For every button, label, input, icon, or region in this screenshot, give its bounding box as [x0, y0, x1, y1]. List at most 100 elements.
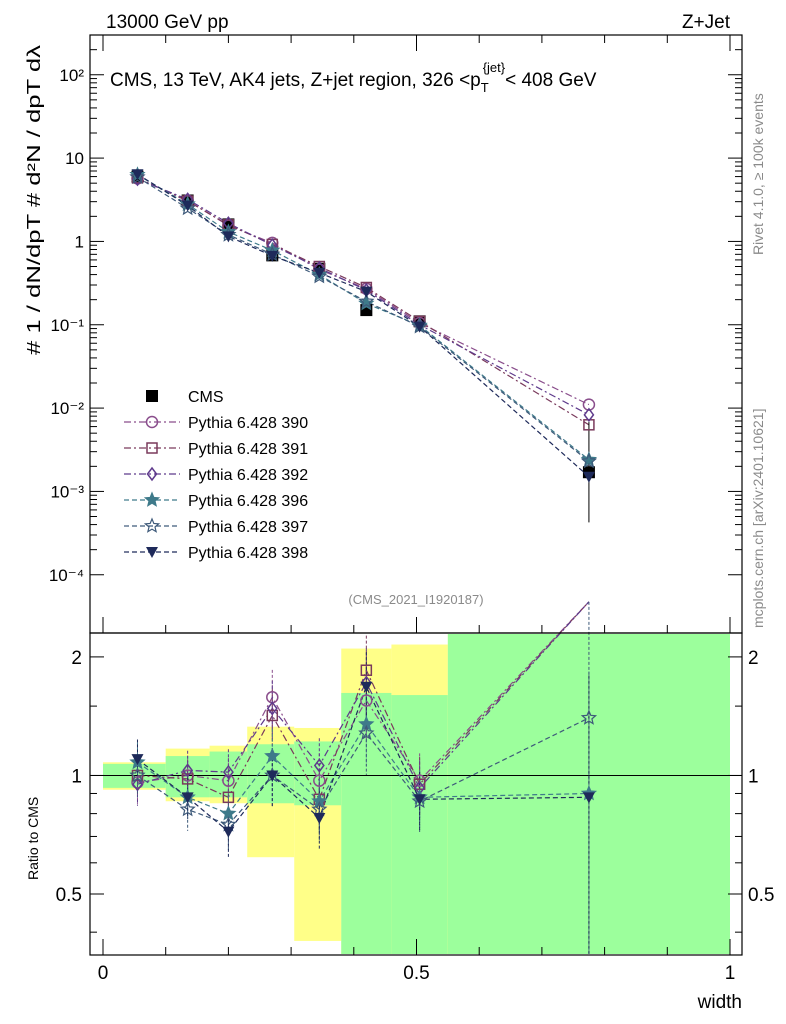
ratio-marker-2-2 — [222, 791, 235, 804]
title-sup: {jet — [483, 60, 501, 75]
main-marker-6-7 — [582, 471, 595, 483]
legend-label-3: Pythia 6.428 392 — [188, 467, 308, 484]
ratio-marker-2-3 — [266, 709, 279, 722]
legend-label-2: Pythia 6.428 391 — [188, 441, 308, 458]
legend-entry-4: Pythia 6.428 396 — [124, 491, 308, 510]
mcplots-label: mcplots.cern.ch [arXiv:2401.10621] — [750, 409, 766, 628]
legend-entry-5: Pythia 6.428 397 — [124, 517, 308, 536]
header-right: Z+Jet — [682, 12, 731, 33]
ratio-line-6 — [137, 685, 589, 833]
ratio-marker-2-5 — [360, 664, 373, 676]
main-marker-1-7 — [582, 398, 596, 411]
main-ytick-label-1: 10 — [65, 149, 84, 168]
ratio-ytick-label-2: 2 — [71, 648, 82, 669]
ratio-marker-3-4 — [313, 758, 325, 773]
ratio-ytick-label-0: 0.5 — [56, 885, 82, 906]
analysis-id: (CMS_2021_I1920187) — [348, 592, 483, 607]
ratio-ytick-label-right-2: 2 — [748, 648, 759, 669]
ratio-marker-3-0 — [132, 776, 143, 792]
ratio-marker-5-4 — [311, 800, 328, 817]
ratio-line-3 — [137, 601, 590, 789]
main-frame — [89, 34, 743, 634]
ratio-line-4 — [137, 723, 589, 815]
ratio-marker-3-2 — [222, 764, 234, 780]
legend-entry-6: Pythia 6.428 398 — [124, 545, 308, 562]
main-ytick-label--3: 10⁻³ — [50, 482, 84, 501]
main-line-5 — [137, 176, 590, 462]
main-ytick-label--4: 10⁻⁴ — [49, 566, 84, 585]
main-y-axis-label: # 1 / dN/dpT # d²N / dpT dλ — [24, 45, 44, 355]
main-line-4 — [137, 174, 590, 461]
main-line-3 — [137, 178, 590, 416]
legend-marker-0 — [146, 390, 158, 402]
ratio-marker-4-4 — [311, 792, 328, 809]
series-markers — [129, 166, 598, 838]
legend-entry-1: Pythia 6.428 390 — [124, 415, 308, 432]
legend-label-4: Pythia 6.428 396 — [188, 493, 308, 510]
main-marker-6-3 — [266, 250, 279, 262]
xtick-label-0: 0 — [98, 963, 109, 984]
main-marker-6-4 — [313, 267, 326, 279]
title-sub: T — [481, 80, 489, 95]
axis-ticks: 10⁻⁴ 10⁻³ 10⁻² 10⁻¹ 1 10 10² 0 0.5 1 0.5 0.5 1 1 2 2 — [49, 34, 774, 984]
main-marker-6-5 — [360, 286, 373, 298]
ratio-marker-6-5 — [360, 681, 373, 693]
main-ytick-label-0: 1 — [75, 232, 84, 251]
ratio-ytick-label-right-1: 1 — [748, 766, 759, 787]
ratio-marker-6-0 — [131, 754, 144, 766]
ratio-marker-5-0 — [129, 766, 146, 783]
main-marker-5-7 — [580, 452, 598, 469]
ratio-marker-6-4 — [313, 812, 326, 824]
header-left: 13000 GeV pp — [106, 12, 229, 33]
ratio-marker-3-1 — [182, 763, 194, 778]
band-inner-4 — [294, 741, 342, 806]
legend-marker-6 — [146, 547, 158, 558]
ratio-marker-6-2 — [222, 826, 235, 838]
main-marker-5-5 — [358, 292, 375, 309]
legend-entry-0: CMS — [146, 389, 224, 406]
main-ytick-label-2: 10² — [59, 66, 84, 85]
main-line-6 — [137, 173, 590, 478]
main-marker-5-0 — [129, 168, 146, 185]
legend-marker-4 — [143, 491, 161, 507]
ratio-marker-6-7 — [582, 792, 595, 804]
main-ytick-label--2: 10⁻² — [50, 399, 84, 418]
legend-entry-3: Pythia 6.428 392 — [124, 466, 308, 484]
ratio-marker-1-0 — [131, 776, 144, 789]
main-marker-6-0 — [131, 169, 144, 181]
legend-entry-2: Pythia 6.428 391 — [124, 441, 308, 458]
ratio-marker-2-1 — [181, 773, 194, 785]
ratio-line-5 — [137, 717, 590, 826]
legend-marker-2 — [146, 442, 158, 454]
ratio-marker-5-7 — [580, 709, 598, 725]
x-axis-label: width — [697, 992, 742, 1013]
main-ytick-label--1: 10⁻¹ — [50, 316, 84, 335]
title-sup-close: } — [501, 60, 506, 75]
ratio-marker-5-1 — [179, 800, 196, 817]
ratio-y-axis-label: Ratio to CMS — [25, 797, 41, 880]
ratio-marker-1-2 — [222, 774, 235, 787]
rivet-label: Rivet 4.1.0, ≥ 100k events — [750, 93, 766, 255]
ratio-line-2 — [137, 601, 590, 801]
ratio-line-1 — [137, 601, 590, 783]
series-lines — [137, 173, 590, 833]
main-marker-5-4 — [311, 267, 328, 284]
ratio-marker-1-4 — [313, 774, 326, 787]
xtick-label-2: 1 — [725, 963, 736, 984]
main-marker-6-6 — [413, 321, 426, 333]
main-marker-6-2 — [222, 231, 235, 243]
title-main: CMS, 13 TeV, AK4 jets, Z+jet region, 326… — [110, 70, 481, 91]
ratio-ytick-label-1: 1 — [71, 766, 82, 787]
ratio-marker-4-3 — [264, 747, 281, 763]
ratio-marker-6-6 — [413, 794, 426, 806]
xtick-label-1: 0.5 — [403, 963, 429, 984]
ratio-marker-6-3 — [266, 770, 279, 782]
ratio-ytick-label-right-0: 0.5 — [748, 885, 774, 906]
legend: CMS Pythia 6.428 390 Pythia 6.428 391 Pythi… — [124, 389, 308, 562]
plot-title: CMS, 13 TeV, AK4 jets, Z+jet region, 326… — [110, 60, 597, 95]
main-marker-6-1 — [181, 200, 194, 212]
legend-label-5: Pythia 6.428 397 — [188, 519, 308, 536]
ratio-marker-5-5 — [358, 724, 375, 741]
legend-label-0: CMS — [188, 389, 224, 406]
